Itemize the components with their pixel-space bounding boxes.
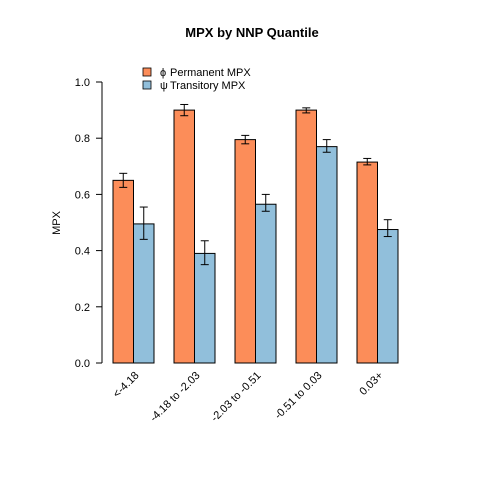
legend-swatch xyxy=(142,67,152,77)
bars-group xyxy=(112,109,399,364)
y-tick-label: 0.6 xyxy=(75,189,90,201)
y-tick-label: 0.2 xyxy=(75,302,90,314)
bar xyxy=(255,203,277,364)
y-tick-label: 1.0 xyxy=(75,77,90,89)
x-tick-label: -4.18 to -2.03 xyxy=(148,370,203,425)
y-tick-label: 0.0 xyxy=(75,358,90,370)
x-tick-label: 0.03+ xyxy=(357,370,385,398)
legend-label: Permanent MPX xyxy=(170,67,251,79)
y-tick-label: 0.4 xyxy=(75,246,90,258)
bar xyxy=(194,252,216,364)
legend-swatch xyxy=(142,80,152,90)
bar xyxy=(112,179,134,364)
legend-label: Transitory MPX xyxy=(170,80,246,92)
y-axis-label: MPX xyxy=(51,210,63,235)
bar xyxy=(133,223,155,364)
bar xyxy=(173,109,195,364)
bar xyxy=(316,146,338,364)
legend-symbol: ϕ xyxy=(160,67,166,79)
bar xyxy=(234,139,256,364)
bar xyxy=(356,161,378,364)
x-tick-label: <-4.18 xyxy=(111,370,142,401)
x-tick-labels: <-4.18 -4.18 to -2.03 -2.03 to -0.51 -0.51 … xyxy=(111,370,386,425)
x-tick-label: -0.51 to 0.03 xyxy=(272,370,324,422)
error-bars-group xyxy=(119,103,392,266)
bar xyxy=(295,109,317,364)
chart-title: MPX by NNP Quantile xyxy=(185,25,318,40)
x-tick-label: -2.03 to -0.51 xyxy=(209,370,264,425)
legend-symbol: ψ xyxy=(160,80,168,92)
bar xyxy=(377,229,399,364)
y-axis: 0.0 0.2 0.4 0.6 0.8 1.0 xyxy=(75,77,103,370)
y-tick-label: 0.8 xyxy=(75,133,90,145)
